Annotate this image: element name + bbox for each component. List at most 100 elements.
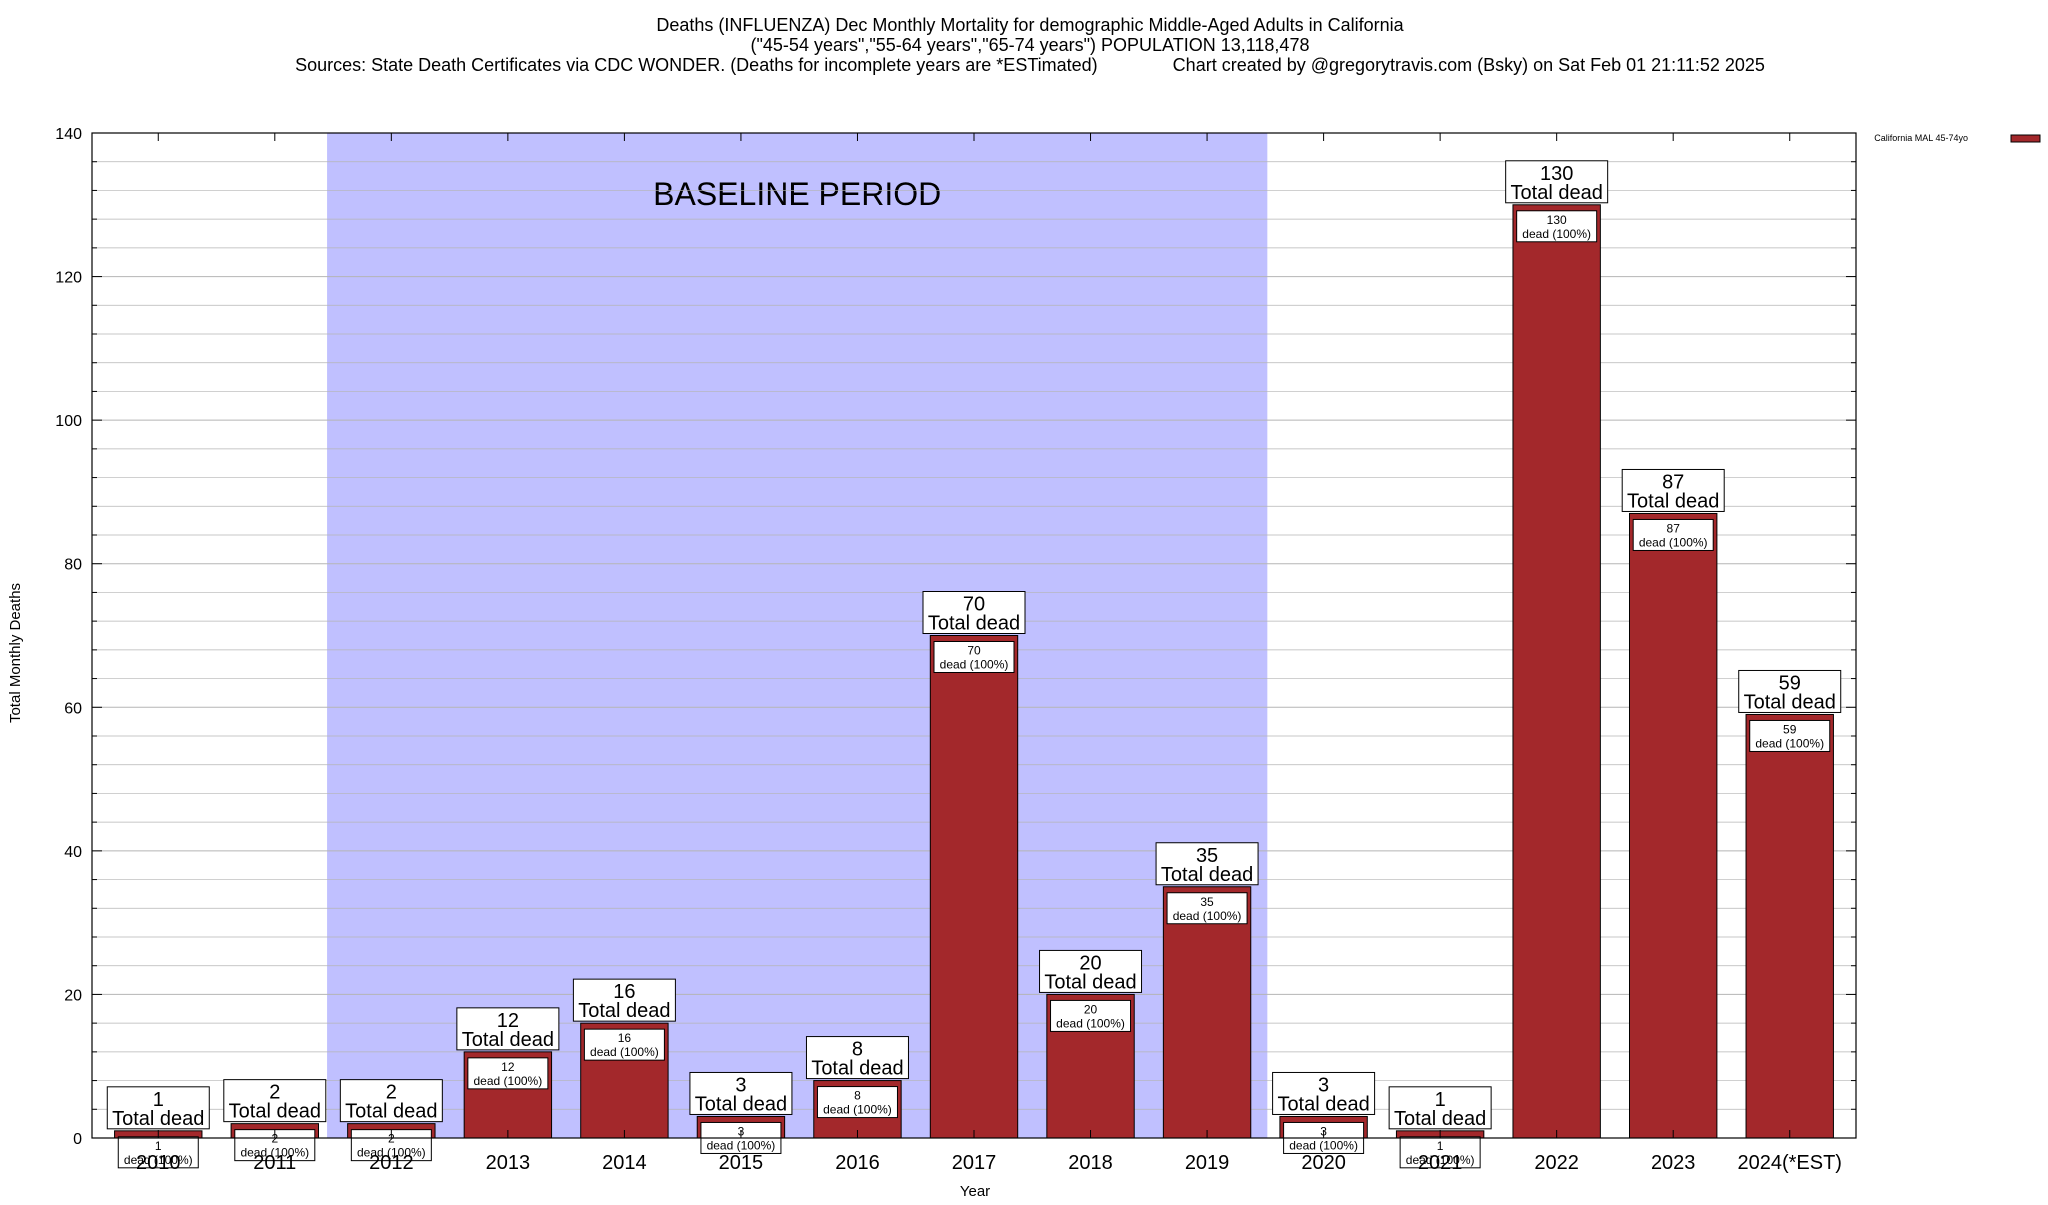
bar-inner-value: 59 [1783,722,1797,736]
bar-total-value: 20 [1079,952,1101,974]
x-tick-label: 2020 [1301,1152,1346,1174]
bar-inner-label: dead (100%) [1173,909,1242,923]
bar-inner-label: dead (100%) [1639,535,1708,549]
bar-total-label: Total dead [1627,490,1719,512]
x-tick-label: 2016 [835,1152,880,1174]
legend-swatch [2010,134,2041,143]
bar-total-value: 12 [497,1010,519,1032]
x-tick-label: 2022 [1534,1152,1579,1174]
bar-inner-value: 35 [1200,895,1214,909]
x-tick-label: 2019 [1185,1152,1230,1174]
x-tick-label: 2010 [136,1152,181,1174]
x-tick-label: 2024(*EST) [1737,1152,1842,1174]
bar-total-value: 8 [852,1039,863,1061]
bar-total-value: 2 [386,1082,397,1104]
bar-inner-value: 12 [501,1060,515,1074]
bar-inner-label: dead (100%) [357,1146,426,1160]
bar-inner-value: 1 [1437,1139,1444,1153]
bar-inner-label: dead (100%) [1056,1016,1125,1030]
bar-total-box [1388,1086,1492,1130]
bar-inner-label: dead (100%) [590,1045,659,1059]
y-tick-label: 120 [55,270,82,287]
x-tick-label: 2014 [602,1152,647,1174]
bar-inner-box [467,1057,549,1090]
bar-inner-value: 2 [388,1132,395,1146]
bar-total-box [1621,468,1725,512]
bar-inner-value: 130 [1547,213,1567,227]
bar-inner-value: 8 [854,1089,861,1103]
plot-frame [91,132,1857,1139]
bar-inner-box [1050,999,1132,1032]
bar-total-value: 16 [613,981,635,1003]
bar-total-box [572,978,676,1022]
bar-inner-label: dead (100%) [940,658,1009,672]
bar-total-value: 70 [963,594,985,616]
y-axis-label: Total Monthly Deaths [7,583,24,723]
bar-inner-value: 1 [155,1139,162,1153]
bar-inner-label: dead (100%) [1522,227,1591,241]
y-tick-label: 60 [64,700,82,717]
bar-total-box [1738,669,1842,713]
bar [1162,886,1252,1139]
x-tick-label: 2023 [1651,1152,1696,1174]
bar-inner-box [816,1086,898,1119]
bar-inner-label: dead (100%) [707,1138,776,1152]
bar-total-label: Total dead [695,1093,787,1115]
bar-total-box [339,1079,443,1123]
bar-inner-box [1632,518,1714,551]
y-tick-label: 80 [64,557,82,574]
bar-inner-box [1516,210,1598,243]
bar-total-box [456,1007,560,1051]
bar-inner-label: dead (100%) [124,1153,193,1167]
bar-inner-value: 16 [618,1031,632,1045]
bar-total-box [1039,949,1143,993]
bar [1512,204,1601,1139]
x-tick-label: 2015 [719,1152,764,1174]
bar-inner-label: dead (100%) [474,1074,543,1088]
bar [1629,512,1718,1139]
legend: California MAL 45-74yo [1874,133,2041,143]
y-tick-label: 100 [55,413,82,430]
bar-total-label: Total dead [345,1101,437,1123]
bar-inner-box [583,1028,665,1061]
bar-inner-value: 2 [271,1132,278,1146]
chart-title-line-2: ("45-54 years","55-64 years","65-74 year… [751,35,1310,55]
y-tick-label: 40 [64,844,82,861]
chart-title-line-1: Deaths (INFLUENZA) Dec Monthly Mortality… [656,15,1404,35]
bar-total-box [689,1071,793,1115]
bar-total-box [223,1079,327,1123]
y-tick-label: 20 [64,987,82,1004]
bar-total-box [805,1036,909,1080]
bar-inner-label: dead (100%) [823,1103,892,1117]
x-tick-label: 2012 [369,1152,414,1174]
bar-total-label: Total dead [1744,691,1836,713]
bar-total-label: Total dead [462,1029,554,1051]
bar-total-label: Total dead [928,613,1020,635]
bar-inner-label: dead (100%) [1289,1138,1358,1152]
bar-total-label: Total dead [1161,864,1253,886]
bar-inner-box [1399,1136,1481,1169]
bar-total-box [1505,160,1609,204]
bar-inner-value: 20 [1084,1002,1098,1016]
chart-title: Deaths (INFLUENZA) Dec Monthly Mortality… [295,15,1765,75]
bar-total-box [1272,1071,1376,1115]
bar-total-box [106,1086,210,1130]
bar-inner-label: dead (100%) [1755,736,1824,750]
x-tick-label: 2011 [253,1152,296,1174]
bar-inner-value: 70 [967,644,981,658]
bar-total-value: 35 [1196,845,1218,867]
y-tick-label: 140 [55,126,82,143]
bar-total-label: Total dead [112,1108,204,1130]
bar [1745,713,1834,1139]
bar-inner-label: dead (100%) [1406,1153,1475,1167]
bar-inner-value: 87 [1667,521,1681,535]
bar-inner-box [1749,719,1831,752]
bar-inner-box [933,641,1015,673]
bar-inner-box [1166,892,1248,925]
bar-total-value: 87 [1662,471,1684,493]
bar-total-value: 1 [153,1089,164,1111]
bar-total-label: Total dead [1394,1108,1486,1130]
bar-total-label: Total dead [1277,1093,1369,1115]
